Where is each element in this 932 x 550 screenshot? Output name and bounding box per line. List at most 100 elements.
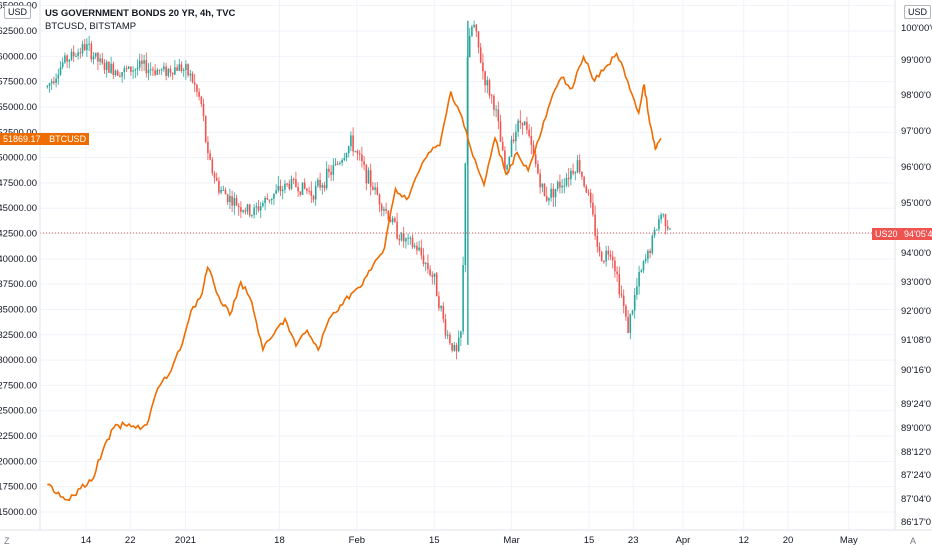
- btc-candle-body: [229, 196, 231, 203]
- btc-candle-body: [358, 153, 361, 155]
- btc-candle-body: [589, 192, 592, 203]
- btc-candle-body: [187, 64, 189, 76]
- btc-candle-body: [574, 172, 577, 174]
- btc-candle-body: [647, 250, 649, 259]
- btc-candle-body: [303, 182, 306, 189]
- btc-candle-body: [308, 190, 310, 192]
- btc-candle-body: [418, 247, 420, 251]
- btc-candle-body: [226, 194, 229, 203]
- btc-candle-body: [191, 73, 194, 83]
- btc-candle-body: [204, 116, 207, 142]
- btc-candle-body: [493, 95, 495, 110]
- btc-candle-body: [457, 337, 460, 352]
- btc-candle-body: [99, 58, 101, 62]
- btc-candle-body: [649, 250, 651, 254]
- left-axis-tick-label: 60000.00: [0, 51, 37, 62]
- left-axis-tick-label: 57500.00: [0, 77, 37, 88]
- btc-candle-body: [165, 66, 167, 77]
- time-axis-tick-label: Mar: [503, 535, 519, 546]
- btc-candle-body: [565, 177, 568, 186]
- time-axis[interactable]: 14 22 2021 18 Feb 15 Mar 15 23 Apr 12 20 May: [81, 535, 858, 546]
- btc-candle-body: [310, 190, 313, 196]
- btc-candle-body: [108, 61, 110, 73]
- btc-candle-body: [266, 197, 269, 200]
- btc-candle-body: [543, 183, 546, 197]
- btc-candle-body: [486, 80, 489, 86]
- right-axis-tick-label: 87'24'0: [901, 470, 931, 481]
- btc-candle-body: [499, 121, 502, 142]
- btc-candle-body: [534, 154, 537, 164]
- btc-candle-body: [435, 273, 438, 297]
- btc-candle-body: [297, 186, 299, 192]
- btc-candle-body: [72, 51, 75, 57]
- btc-candle-body: [600, 251, 603, 262]
- legend-compare-series[interactable]: BTCUSD, BITSTAMP: [45, 21, 137, 32]
- btc-price-tag: 51869.17 BTCUSD: [0, 133, 90, 145]
- right-axis-tick-label: 89'00'0: [901, 423, 931, 434]
- btc-candle-body: [268, 199, 271, 201]
- btc-candle-body: [427, 262, 429, 270]
- btc-candle-body: [554, 188, 557, 198]
- btc-candle-body: [504, 150, 506, 170]
- left-axis-tick-label: 20000.00: [0, 456, 37, 467]
- btc-candle-body: [299, 191, 302, 195]
- btc-candle-body: [154, 70, 156, 75]
- right-axis[interactable]: 86'17'0 87'04'0 87'24'0 88'12'0 89'00'0 89'24…: [901, 23, 932, 528]
- btc-candle-body: [273, 193, 275, 199]
- left-axis[interactable]: 15000.00 17500.00 20000.00 22500.00 25000.00…: [0, 1, 37, 518]
- btc-candle-body: [508, 156, 511, 166]
- btc-candle-body: [616, 271, 618, 275]
- time-axis-tick-label: 18: [274, 535, 285, 546]
- btc-candle-body: [57, 74, 60, 79]
- btc-candle-body: [244, 210, 247, 212]
- left-axis-tick-label: 50000.00: [0, 153, 37, 164]
- btc-candle-body: [156, 69, 159, 75]
- btc-candle-body: [422, 255, 425, 264]
- right-axis-unit-label[interactable]: USD: [904, 5, 932, 19]
- bond-series-line: [47, 51, 662, 502]
- btc-candle-body: [356, 151, 359, 154]
- btc-candle-body: [255, 206, 258, 208]
- btc-candle-body: [50, 81, 53, 84]
- btc-candle-body: [198, 91, 200, 97]
- btc-candle-body: [193, 82, 196, 85]
- btc-candle-body: [196, 84, 198, 92]
- btc-candle-body: [237, 205, 240, 208]
- btc-candle-body: [596, 235, 599, 247]
- btc-candle-body: [391, 218, 394, 223]
- btc-candle-body: [541, 183, 544, 188]
- left-axis-unit-label[interactable]: USD: [4, 5, 32, 19]
- bond-price-value: 94'05'4: [904, 229, 932, 239]
- btc-candle-body: [592, 202, 594, 215]
- btc-candle-body: [550, 188, 552, 198]
- btc-candle-body: [651, 235, 654, 254]
- left-axis-tick-label: 37500.00: [0, 279, 37, 290]
- legend-main-series[interactable]: US GOVERNMENT BONDS 20 YR, 4h, TVC: [45, 8, 236, 19]
- btc-candle-body: [442, 306, 445, 320]
- btc-candle-body: [136, 67, 139, 70]
- right-axis-tick-label: 86'17'0: [901, 517, 931, 528]
- auto-scale-button[interactable]: A: [910, 536, 917, 546]
- btc-candle-body: [620, 294, 623, 296]
- right-axis-tick-label: 95'00'0: [901, 198, 931, 209]
- btc-candle-body: [211, 159, 214, 174]
- btc-candle-body: [420, 247, 423, 256]
- bond-price-label: US20: [875, 229, 898, 239]
- btc-candle-body: [145, 60, 148, 74]
- btc-candle-body: [70, 51, 73, 60]
- btc-candle-body: [123, 68, 126, 73]
- btc-candle-body: [90, 43, 93, 60]
- btc-candle-body: [178, 64, 181, 71]
- btc-candle-body: [209, 153, 211, 160]
- btc-candle-body: [132, 70, 134, 72]
- btc-candle-body: [625, 305, 627, 317]
- zoom-icon[interactable]: Z: [4, 536, 10, 546]
- btc-candle-body: [570, 170, 572, 180]
- time-axis-tick-label: 23: [628, 535, 639, 546]
- time-axis-tick-label: 15: [584, 535, 595, 546]
- btc-candle-body: [119, 75, 121, 77]
- btc-candle-body: [176, 67, 178, 71]
- btc-candle-body: [383, 209, 385, 211]
